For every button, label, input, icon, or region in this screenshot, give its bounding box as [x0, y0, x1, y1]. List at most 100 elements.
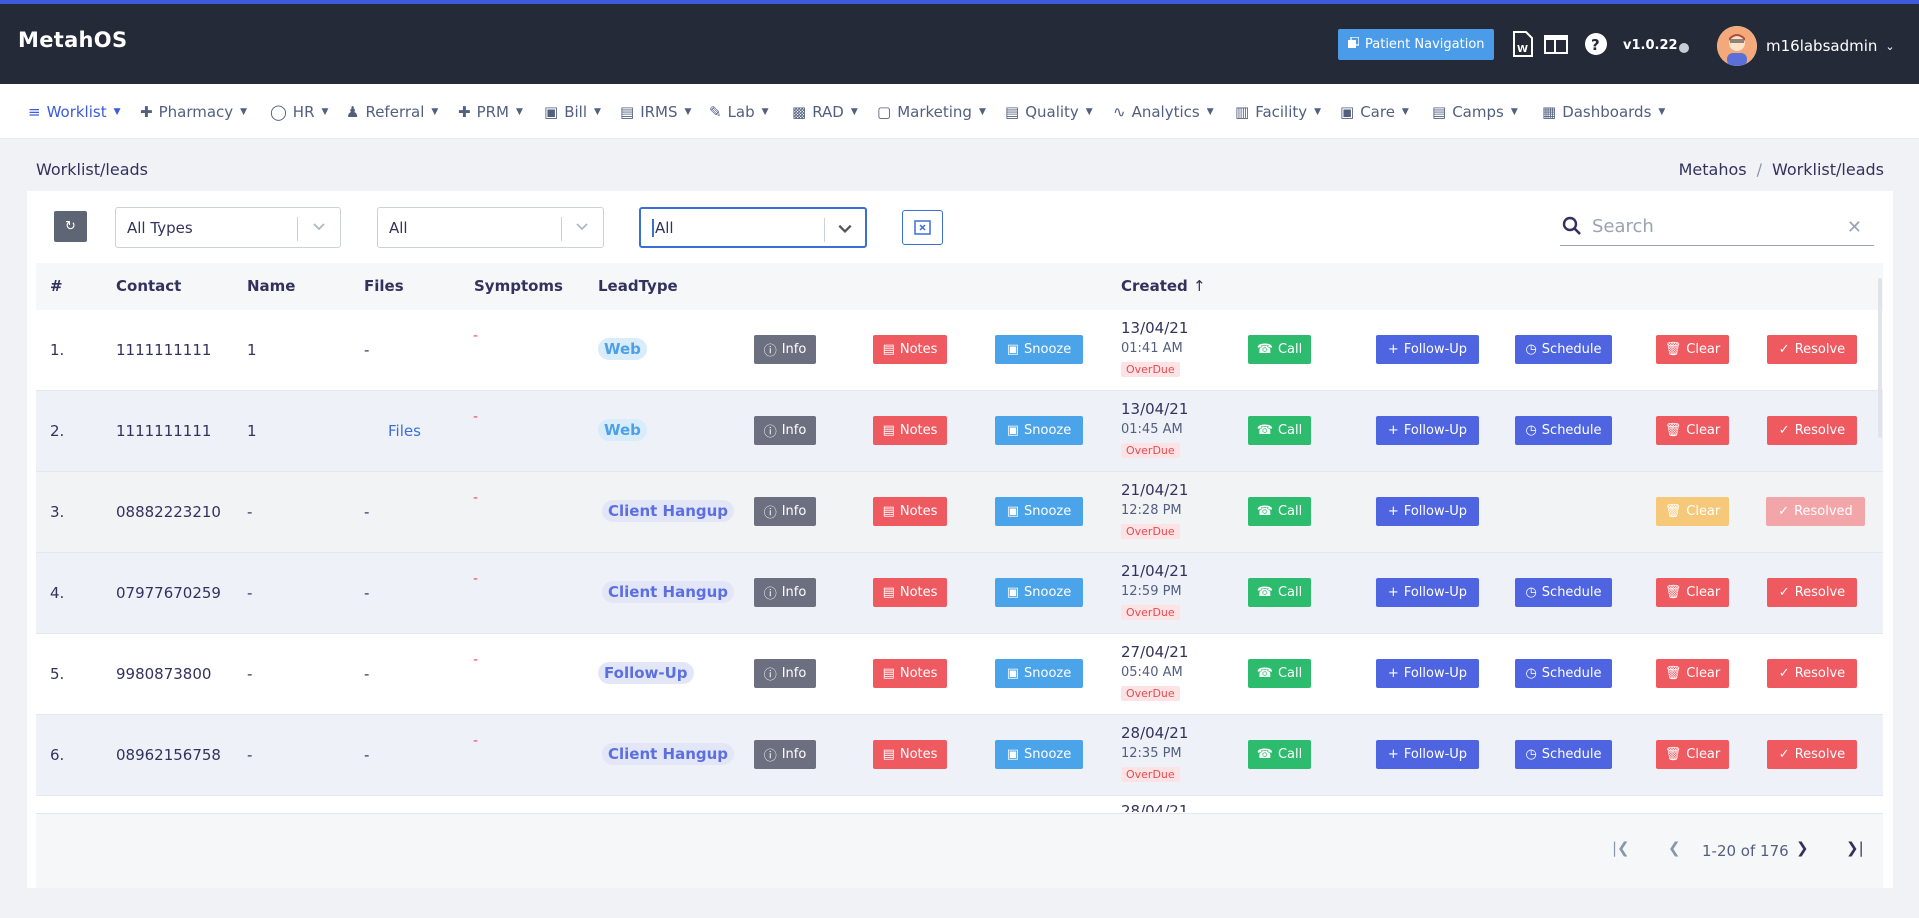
info-button[interactable]: ⓘ Info — [754, 659, 816, 688]
follow-up-button[interactable]: + Follow-Up — [1376, 335, 1479, 364]
schedule-button[interactable]: ◷ Schedule — [1515, 335, 1612, 364]
partial-row-date: 28/04/21 — [1121, 802, 1189, 812]
clear-button[interactable]: 🗑 Clear — [1656, 740, 1729, 769]
info-button[interactable]: ⓘ Info — [754, 497, 816, 526]
nav-pharmacy[interactable]: ✚ Pharmacy ▼ — [140, 102, 248, 121]
help-icon[interactable]: ? — [1583, 31, 1609, 57]
clear-button[interactable]: 🗑 Clear — [1656, 416, 1729, 445]
nav-facility[interactable]: ▥ Facility ▼ — [1235, 102, 1322, 121]
notes-button[interactable]: ▤ Notes — [873, 416, 947, 445]
call-icon: ☎ — [1256, 423, 1273, 438]
first-page-icon[interactable]: |❮ — [1612, 839, 1630, 857]
notes-button[interactable]: ▤ Notes — [873, 497, 947, 526]
schedule-button[interactable]: ◷ Schedule — [1515, 740, 1612, 769]
third-filter-select[interactable]: All — [639, 207, 867, 248]
nav-quality[interactable]: ▤ Quality ▼ — [1005, 102, 1093, 121]
follow-up-button[interactable]: + Follow-Up — [1376, 740, 1479, 769]
clear-filters-button[interactable] — [902, 210, 943, 245]
patient-navigation-button[interactable]: Patient Navigation — [1338, 29, 1494, 60]
call-button[interactable]: ☎ Call — [1248, 335, 1311, 364]
resolve-button[interactable]: ✓ Resolve — [1767, 659, 1857, 688]
search-box[interactable]: Search ✕ — [1560, 207, 1874, 246]
nav-care[interactable]: ▣ Care ▼ — [1340, 102, 1409, 121]
resolve-button[interactable]: ✓ Resolve — [1767, 416, 1857, 445]
close-icon[interactable]: ✕ — [1846, 217, 1862, 238]
notes-button-label: Notes — [899, 504, 938, 519]
call-button[interactable]: ☎ Call — [1248, 659, 1311, 688]
app-logo[interactable]: MetahOS — [18, 28, 128, 52]
resolve-button[interactable]: ✓ Resolve — [1767, 335, 1857, 364]
snooze-button[interactable]: ▣ Snooze — [995, 497, 1083, 526]
call-button[interactable]: ☎ Call — [1248, 740, 1311, 769]
nav-dashboards[interactable]: ▦ Dashboards ▼ — [1542, 102, 1666, 121]
table-row[interactable]: 2. 1111111111 1 Files - Web ⓘ Info ▤ Notes ▣ Snooze… — [36, 391, 1883, 472]
info-button[interactable]: ⓘ Info — [754, 578, 816, 607]
type-filter-select[interactable]: All Types — [115, 207, 341, 248]
search-input[interactable]: Search — [1592, 215, 1654, 237]
check-icon: ✓ — [1778, 504, 1790, 519]
follow-up-button[interactable]: + Follow-Up — [1376, 578, 1479, 607]
nav-worklist[interactable]: ≡ Worklist ▼ — [28, 102, 121, 121]
files-value: - — [364, 584, 370, 602]
breadcrumb-home[interactable]: Metahos — [1678, 160, 1747, 179]
files-value: - — [364, 503, 370, 521]
info-button[interactable]: ⓘ Info — [754, 740, 816, 769]
notes-button[interactable]: ▤ Notes — [873, 659, 947, 688]
info-button[interactable]: ⓘ Info — [754, 416, 816, 445]
refresh-button[interactable]: ↻ — [54, 211, 87, 242]
snooze-button[interactable]: ▣ Snooze — [995, 578, 1083, 607]
clear-button[interactable]: 🗑 Clear — [1656, 497, 1729, 526]
call-button[interactable]: ☎ Call — [1248, 497, 1311, 526]
notes-button[interactable]: ▤ Notes — [873, 740, 947, 769]
user-menu[interactable]: m16labsadmin ⌄ — [1766, 37, 1895, 55]
col-created[interactable]: Created ↑ — [1121, 277, 1206, 295]
resolve-button[interactable]: ✓ Resolved — [1766, 497, 1865, 526]
snooze-button[interactable]: ▣ Snooze — [995, 416, 1083, 445]
snooze-button[interactable]: ▣ Snooze — [995, 659, 1083, 688]
table-scrollbar[interactable] — [1878, 278, 1882, 438]
nav-analytics[interactable]: ∿ Analytics ▼ — [1113, 102, 1214, 121]
snooze-button[interactable]: ▣ Snooze — [995, 335, 1083, 364]
call-button[interactable]: ☎ Call — [1248, 416, 1311, 445]
third-filter-value: All — [652, 218, 674, 237]
files-link[interactable]: Files — [388, 422, 421, 440]
follow-up-button[interactable]: + Follow-Up — [1376, 497, 1479, 526]
nav-irms[interactable]: ▤ IRMS ▼ — [620, 102, 692, 121]
last-page-icon[interactable]: ❯| — [1846, 839, 1864, 857]
resolve-button[interactable]: ✓ Resolve — [1767, 740, 1857, 769]
clear-button[interactable]: 🗑 Clear — [1656, 659, 1729, 688]
word-document-icon[interactable]: W — [1510, 31, 1536, 57]
second-filter-select[interactable]: All — [377, 207, 604, 248]
snooze-button[interactable]: ▣ Snooze — [995, 740, 1083, 769]
info-button[interactable]: ⓘ Info — [754, 335, 816, 364]
nav-hr[interactable]: ◯ HR ▼ — [270, 102, 329, 121]
schedule-button[interactable]: ◷ Schedule — [1515, 659, 1612, 688]
window-icon[interactable] — [1543, 31, 1569, 57]
schedule-button[interactable]: ◷ Schedule — [1515, 416, 1612, 445]
schedule-button[interactable]: ◷ Schedule — [1515, 578, 1612, 607]
nav-bill[interactable]: ▣ Bill ▼ — [544, 102, 601, 121]
prev-page-icon[interactable]: ❮ — [1668, 839, 1681, 857]
notes-button[interactable]: ▤ Notes — [873, 335, 947, 364]
table-row[interactable]: 3. 08882223210 - - - Client Hangup ⓘ Info ▤ Notes… — [36, 472, 1883, 553]
table-row[interactable]: 5. 9980873800 - - - Follow-Up ⓘ Info ▤ Notes ▣ Snoo… — [36, 634, 1883, 715]
table-row[interactable]: 4. 07977670259 - - - Client Hangup ⓘ Info ▤ Notes… — [36, 553, 1883, 634]
nav-prm[interactable]: ✚ PRM ▼ — [458, 102, 523, 121]
table-row[interactable]: 6. 08962156758 - - - Client Hangup ⓘ Info ▤ Notes… — [36, 715, 1883, 796]
snooze-icon: ▣ — [1006, 504, 1020, 519]
nav-lab[interactable]: ✎ Lab ▼ — [709, 102, 769, 121]
nav-camps[interactable]: ▤ Camps ▼ — [1432, 102, 1518, 121]
next-page-icon[interactable]: ❯ — [1796, 839, 1809, 857]
follow-up-button[interactable]: + Follow-Up — [1376, 416, 1479, 445]
clear-button[interactable]: 🗑 Clear — [1656, 335, 1729, 364]
clear-button[interactable]: 🗑 Clear — [1656, 578, 1729, 607]
table-row[interactable]: 1. 1111111111 1- - Web ⓘ Info ▤ Notes ▣ Snooze 13/0… — [36, 310, 1883, 391]
notes-button[interactable]: ▤ Notes — [873, 578, 947, 607]
follow-up-button[interactable]: + Follow-Up — [1376, 659, 1479, 688]
nav-marketing[interactable]: ▢ Marketing ▼ — [877, 102, 986, 121]
nav-rad[interactable]: ▩ RAD ▼ — [792, 102, 858, 121]
nav-referral[interactable]: ♟ Referral ▼ — [346, 102, 439, 121]
call-button[interactable]: ☎ Call — [1248, 578, 1311, 607]
resolve-button[interactable]: ✓ Resolve — [1767, 578, 1857, 607]
user-avatar[interactable] — [1717, 26, 1757, 66]
